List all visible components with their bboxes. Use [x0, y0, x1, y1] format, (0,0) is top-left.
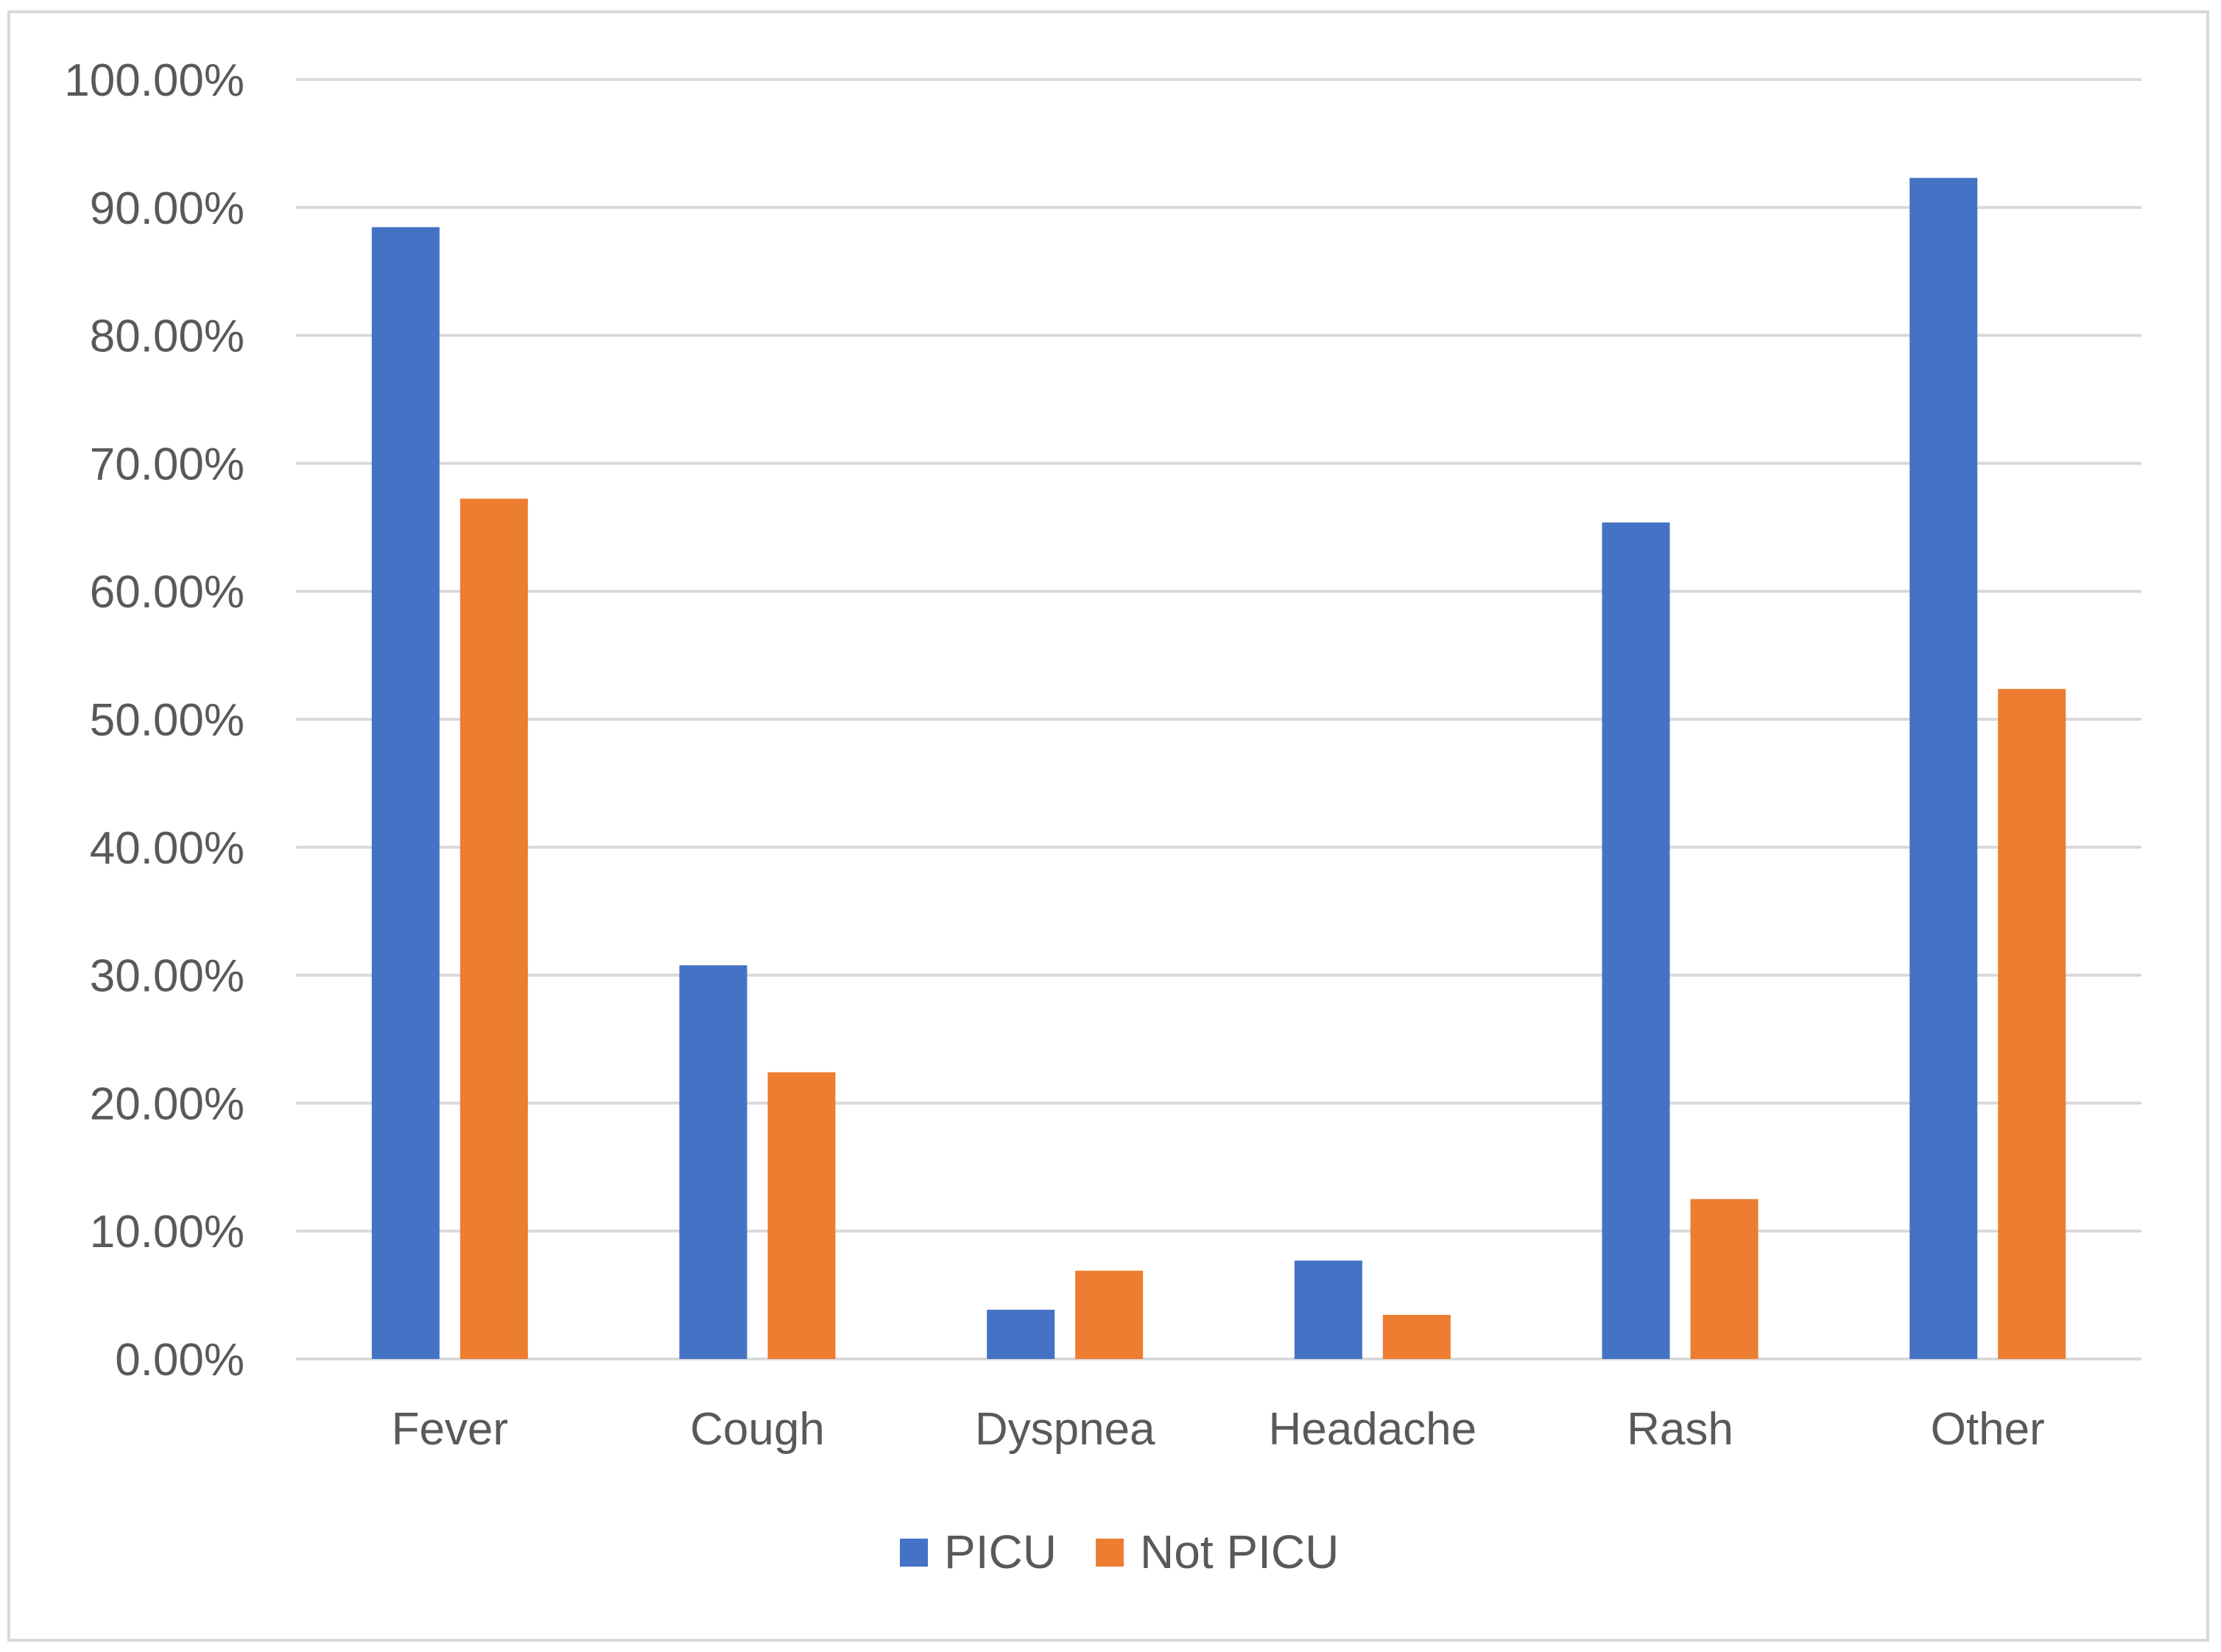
y-tick-label: 80.00% — [90, 311, 244, 362]
x-tick-label: Rash — [1627, 1404, 1733, 1455]
bar-picu-cough — [679, 965, 747, 1359]
x-tick-label: Dyspnea — [975, 1404, 1155, 1455]
bar-not-picu-fever — [460, 498, 528, 1359]
x-tick-label: Headache — [1268, 1404, 1476, 1455]
bar-picu-dyspnea — [987, 1310, 1055, 1359]
gridlines — [296, 78, 2141, 1360]
y-tick-label: 100.00% — [64, 55, 244, 106]
legend-label: PICU — [944, 1525, 1057, 1578]
bar-picu-other — [1910, 177, 1978, 1359]
bar-not-picu-rash — [1690, 1199, 1759, 1359]
y-tick-label: 50.00% — [90, 695, 244, 746]
legend: PICU Not PICU — [900, 1525, 1339, 1578]
y-tick-label: 20.00% — [90, 1079, 244, 1129]
bar-picu-headache — [1294, 1260, 1362, 1359]
x-tick-label: Cough — [690, 1404, 825, 1455]
bar-picu-rash — [1602, 522, 1670, 1360]
y-axis-tick-labels: 0.00% 10.00% 20.00% 30.00% 40.00% 50.00% 60.00… — [64, 55, 244, 1386]
bar-not-picu-dyspnea — [1075, 1271, 1144, 1359]
x-tick-label: Fever — [392, 1404, 508, 1455]
legend-label: Not PICU — [1140, 1525, 1339, 1578]
y-tick-label: 30.00% — [90, 951, 244, 1002]
y-tick-label: 90.00% — [90, 183, 244, 234]
y-tick-label: 70.00% — [90, 439, 244, 490]
y-tick-label: 40.00% — [90, 823, 244, 874]
bar-not-picu-other — [1998, 688, 2066, 1359]
y-tick-label: 10.00% — [90, 1207, 244, 1257]
x-tick-label: Other — [1931, 1404, 2045, 1455]
y-tick-label: 60.00% — [90, 567, 244, 618]
bar-not-picu-cough — [767, 1072, 836, 1359]
bar-picu-fever — [371, 227, 440, 1359]
legend-swatch — [900, 1539, 928, 1567]
y-tick-label: 0.00% — [115, 1335, 244, 1386]
legend-swatch — [1096, 1539, 1124, 1567]
x-axis-tick-labels: Fever Cough Dyspnea Headache Rash Other — [392, 1404, 2045, 1455]
bars — [371, 177, 2066, 1360]
bar-not-picu-headache — [1382, 1315, 1451, 1359]
